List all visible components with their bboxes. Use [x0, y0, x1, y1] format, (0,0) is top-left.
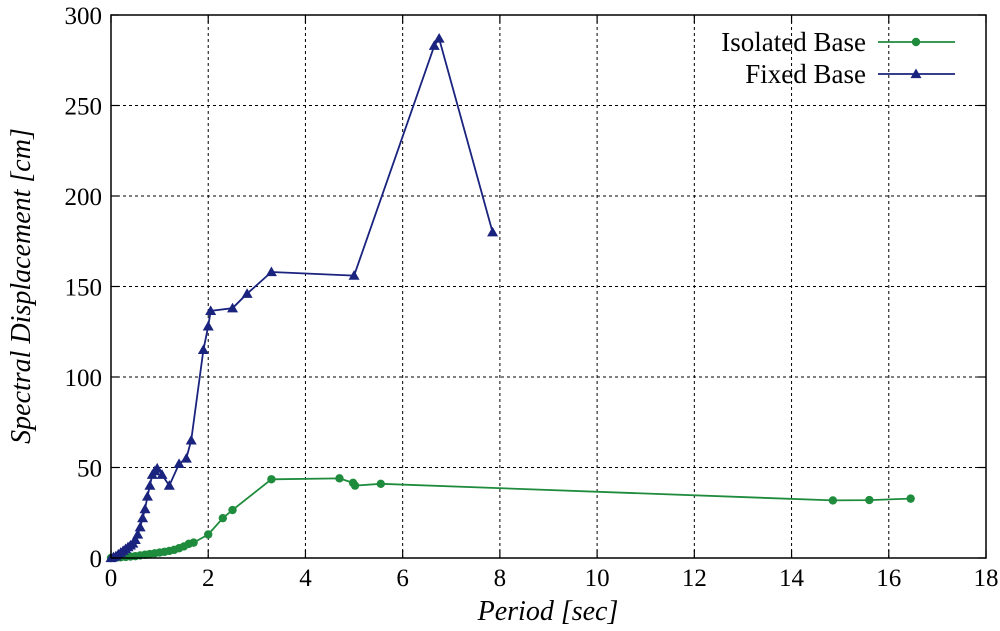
x-axis-title: Period [sec] [477, 596, 619, 627]
fixed-base-point [487, 226, 499, 237]
y-tick-label: 0 [90, 546, 103, 573]
y-tick-label: 150 [65, 275, 103, 302]
fixed-base-point [428, 40, 440, 50]
series-layer [105, 33, 915, 563]
legend-marker-isolated-base [911, 37, 921, 47]
isolated-base-point [828, 496, 838, 505]
fixed-base-point [202, 320, 214, 331]
legend-entry-fixed-base: Fixed Base [745, 59, 955, 89]
fixed-base-point [151, 462, 163, 473]
y-tick-label: 250 [65, 94, 103, 121]
isolated-base-point [865, 495, 874, 505]
isolated-base-point [189, 538, 198, 547]
fixed-base-point [205, 305, 217, 316]
x-tick-label: 8 [494, 565, 507, 592]
fixed-base-point [129, 534, 141, 545]
legend-label-isolated-base: Isolated Base [721, 27, 866, 57]
x-tick-label: 2 [202, 565, 215, 592]
tick-layer: 0 2 4 6 8 10 12 14 16 18 0 50 100 150 200 250 300 [65, 3, 999, 592]
fixed-base-point [156, 469, 168, 479]
y-tick-label: 100 [65, 365, 103, 392]
fixed-base-point [348, 270, 360, 280]
isolated-base-point [204, 530, 213, 539]
isolated-base-point [267, 475, 276, 484]
fixed-base-line [110, 37, 494, 559]
fixed-base-point [433, 33, 445, 43]
legend-label-fixed-base: Fixed Base [745, 59, 866, 89]
series-isolated-base [106, 474, 915, 563]
x-tick-label: 18 [974, 565, 999, 592]
isolated-base-point [335, 474, 344, 483]
fixed-base-point [227, 302, 239, 313]
y-tick-label: 300 [65, 3, 103, 30]
fixed-base-point [265, 266, 277, 277]
grid-layer [111, 15, 986, 558]
x-tick-label: 10 [585, 565, 610, 592]
x-tick-label: 16 [876, 565, 901, 592]
legend-marker-fixed-base [910, 68, 922, 79]
fixed-base-point [141, 490, 153, 501]
isolated-base-point [350, 481, 360, 490]
isolated-base-point [376, 479, 385, 488]
fixed-base-point [139, 503, 151, 514]
x-tick-label: 4 [299, 565, 312, 592]
isolated-base-line [110, 477, 911, 559]
x-tick-label: 14 [779, 565, 805, 592]
fixed-base-point [137, 512, 149, 523]
fixed-base-point [241, 288, 253, 298]
fixed-base-point [132, 528, 144, 539]
x-tick-label: 12 [682, 565, 707, 592]
fixed-base-point [180, 452, 192, 463]
isolated-base-point [228, 505, 237, 515]
y-tick-label: 50 [77, 456, 102, 483]
fixed-base-point [134, 521, 146, 532]
legend-entry-isolated-base: Isolated Base [721, 27, 955, 57]
fixed-base-point [185, 434, 197, 445]
isolated-base-point [218, 513, 228, 523]
y-axis-title: Spectral Displacement [cm] [6, 128, 37, 444]
plot-frame [110, 14, 987, 559]
x-tick-label: 6 [396, 565, 409, 592]
fixed-base-point [173, 458, 185, 469]
y-tick-label: 200 [65, 184, 103, 211]
series-fixed-base [105, 33, 499, 563]
fixed-base-point [163, 480, 175, 490]
x-tick-label: 0 [105, 565, 118, 592]
fixed-base-point [197, 344, 209, 354]
isolated-base-point [906, 494, 915, 503]
fixed-base-point [144, 480, 156, 490]
